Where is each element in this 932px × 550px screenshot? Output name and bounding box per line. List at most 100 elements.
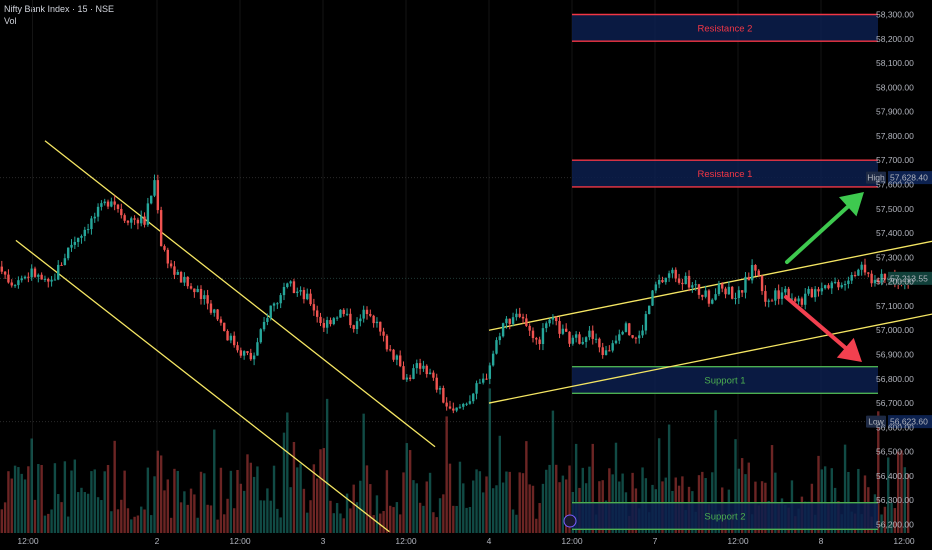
volume-label: Vol: [4, 16, 17, 26]
volume-bar: [183, 491, 186, 533]
candle-body: [53, 279, 57, 281]
zone-label: Resistance 2: [698, 23, 753, 34]
candle-body: [40, 274, 43, 280]
volume-bar: [292, 441, 296, 533]
volume-bar: [66, 516, 70, 533]
price-tick-label: 57,700.00: [876, 155, 914, 165]
candle-body: [266, 318, 269, 322]
candle-body: [588, 330, 591, 338]
candle-body: [721, 283, 724, 289]
candle-body: [153, 180, 156, 196]
candle-body: [578, 334, 581, 344]
volume-bar: [299, 463, 302, 533]
candle-body: [169, 263, 173, 267]
candle-body: [319, 316, 322, 323]
candle-body: [624, 323, 628, 332]
volume-bar: [405, 443, 409, 533]
candle-body: [262, 321, 266, 330]
volume-bar: [379, 513, 382, 533]
price-tick-label: 56,900.00: [876, 350, 914, 360]
volume-bar: [169, 517, 173, 533]
grid: [0, 0, 868, 533]
candle-body: [76, 237, 80, 242]
candle-body: [332, 318, 335, 325]
candle-body: [760, 275, 764, 292]
candle-body: [545, 323, 548, 329]
candle-body: [870, 273, 873, 284]
volume-bar: [146, 467, 150, 533]
down-arrow-head: [836, 337, 862, 362]
candle-body: [402, 366, 405, 380]
candle-body: [638, 335, 641, 339]
price-tick-label: 57,000.00: [876, 325, 914, 335]
candle-body: [790, 298, 794, 300]
candle-body: [140, 216, 143, 224]
candle-body: [335, 317, 339, 319]
candle-body: [100, 203, 103, 207]
candle-body: [365, 309, 369, 315]
sr-zones: Resistance 2 Resistance 1 Support 1 Support…: [572, 13, 878, 531]
candle-body: [863, 264, 867, 273]
volume-bar: [319, 449, 322, 533]
candle-body: [475, 383, 478, 394]
volume-bar: [425, 481, 428, 533]
price-tick-label: 57,100.00: [876, 301, 914, 311]
price-tick-label: 57,900.00: [876, 107, 914, 117]
candle-body: [780, 292, 784, 299]
candle-body: [163, 246, 166, 250]
volume-bar: [574, 443, 578, 533]
volume-bar: [312, 464, 316, 533]
candle-body: [282, 287, 286, 296]
price-tick-label: 57,800.00: [876, 131, 914, 141]
volume-bar: [33, 499, 37, 533]
volume-bar: [30, 438, 33, 533]
candle-body: [302, 290, 306, 300]
volume-bar: [349, 508, 352, 533]
candle-body: [246, 351, 249, 353]
volume-bar: [906, 473, 910, 533]
time-tick-label: 12:00: [17, 536, 39, 546]
candle-body: [362, 309, 365, 319]
candle-body: [226, 330, 229, 341]
candle-body: [276, 303, 279, 305]
candle-body: [641, 330, 644, 336]
down-arrow-shaft: [784, 295, 848, 350]
volume-bar: [877, 411, 880, 533]
candle-body: [548, 319, 551, 324]
candle-body: [166, 249, 169, 264]
volume-bar: [199, 471, 203, 533]
candle-body: [405, 377, 409, 380]
candle-body: [329, 320, 332, 325]
candle-body: [777, 290, 780, 299]
candle-body: [867, 272, 870, 274]
volume-bar: [252, 476, 256, 533]
volume-bar: [296, 467, 299, 533]
low-marker-value-bg: [888, 415, 932, 429]
candle-body: [113, 201, 116, 205]
candle-body: [189, 286, 193, 289]
candle-body: [541, 328, 545, 345]
candle-body: [654, 284, 658, 291]
candle-body: [159, 210, 163, 247]
volume-bar: [259, 500, 262, 533]
candle-body: [598, 338, 601, 348]
candle-body: [505, 318, 508, 324]
candle-body: [96, 206, 100, 217]
candle-body: [352, 325, 355, 330]
volume-bar: [843, 444, 847, 533]
candle-body: [209, 303, 213, 313]
candle-body: [103, 201, 106, 204]
candle-body: [355, 321, 359, 330]
symbol-title[interactable]: Nifty Bank Index · 15 · NSE: [4, 4, 115, 14]
volume-bar: [345, 493, 349, 533]
candle-body: [737, 290, 741, 299]
volume-bar: [37, 464, 40, 533]
candle-body: [691, 285, 694, 288]
candle-body: [784, 288, 787, 293]
volume-bar: [531, 485, 535, 533]
candle-body: [697, 284, 701, 295]
candle-body: [704, 290, 707, 297]
candle-body: [86, 229, 90, 231]
candle-body: [3, 271, 7, 275]
